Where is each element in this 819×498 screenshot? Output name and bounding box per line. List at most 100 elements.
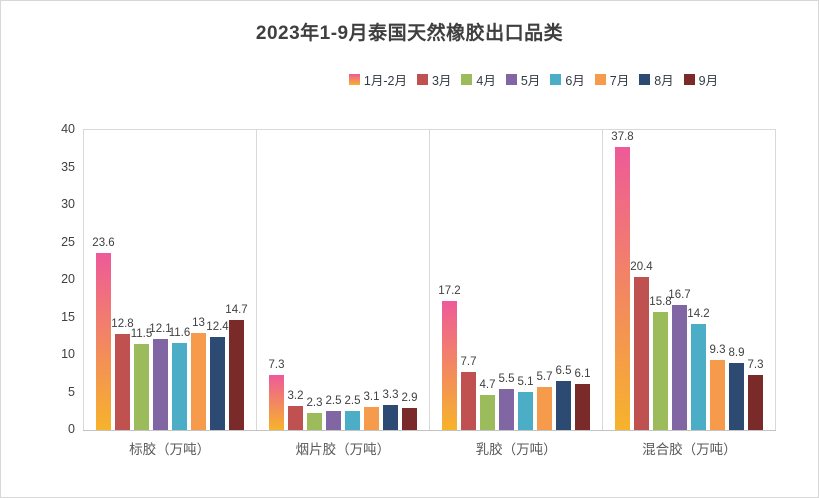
value-label: 23.6 — [92, 237, 115, 250]
value-label: 13 — [192, 316, 205, 329]
value-label: 11.6 — [168, 327, 191, 339]
bar-slot: 12.1 — [149, 130, 172, 430]
value-label: 2.3 — [306, 396, 323, 409]
bar-slot: 37.8 — [611, 130, 634, 430]
bar-slot: 13 — [191, 130, 206, 430]
y-axis-tick-label: 20 — [61, 272, 75, 286]
bar — [442, 301, 457, 430]
value-label: 16.7 — [668, 288, 691, 301]
bar — [691, 323, 706, 430]
legend-item: 3月 — [416, 70, 452, 89]
bar — [383, 405, 398, 430]
legend-swatch-icon — [461, 74, 473, 85]
value-label: 5.5 — [498, 372, 515, 385]
value-label: 4.7 — [479, 378, 496, 391]
bar-slot: 23.6 — [92, 130, 115, 430]
bar-slot: 6.1 — [574, 130, 591, 430]
bar-slot: 16.7 — [668, 130, 691, 430]
value-label: 2.9 — [401, 392, 418, 405]
bar-slot: 8.9 — [728, 130, 745, 430]
bar — [307, 412, 322, 430]
bar — [575, 384, 590, 430]
category-panel: 17.2 7.7 4.7 5.5 5.1 5.7 6.5 6.1 — [429, 130, 602, 430]
value-label: 15.8 — [649, 295, 672, 308]
legend-label: 6月 — [565, 74, 585, 88]
category-panel: 37.8 20.4 15.8 16.7 14.2 9.3 8.9 7.3 — [602, 130, 776, 430]
bar-slot: 2.3 — [306, 130, 323, 430]
bar-slot: 5.7 — [536, 130, 553, 430]
bar — [210, 337, 225, 430]
y-axis-tick-label: 15 — [61, 309, 75, 324]
bar — [653, 311, 668, 430]
bar — [364, 406, 379, 430]
value-label: 11.5 — [130, 327, 153, 340]
legend-item: 8月 — [639, 70, 674, 89]
value-label: 17.2 — [438, 285, 461, 297]
bar — [288, 406, 303, 430]
value-label: 5.1 — [517, 375, 534, 388]
value-label: 12.8 — [111, 318, 134, 330]
bar — [710, 360, 725, 430]
y-axis-tick-label: 0 — [68, 422, 75, 436]
bar-slot: 15.8 — [649, 130, 672, 430]
bar-slot: 5.5 — [498, 130, 515, 430]
legend-item: 1月-2月 — [348, 70, 407, 89]
bar-slot: 14.7 — [225, 130, 248, 430]
bar-slot: 9.3 — [710, 130, 726, 430]
y-axis-tick-label: 10 — [61, 347, 75, 361]
bar — [269, 375, 284, 430]
value-label: 2.5 — [325, 395, 342, 408]
value-label: 14.7 — [225, 303, 248, 316]
bar — [229, 319, 244, 430]
legend-swatch-icon — [416, 74, 428, 85]
legend-label: 8月 — [654, 74, 674, 88]
y-axis: 0 5 10 15 20 25 30 35 40 — [1, 122, 75, 436]
bar — [461, 372, 476, 430]
bar-slot: 3.1 — [363, 130, 380, 430]
category-label: 乳胶（万吨） — [475, 442, 557, 457]
value-label: 6.1 — [574, 368, 591, 381]
legend-label: 4月 — [476, 74, 496, 88]
bar — [191, 332, 206, 430]
legend-item: 5月 — [505, 70, 541, 89]
bar — [556, 381, 571, 430]
bar — [326, 411, 341, 430]
legend-label: 9月 — [698, 74, 719, 88]
value-label: 8.9 — [728, 347, 745, 360]
bar-slot: 11.6 — [169, 130, 190, 430]
bar-slot: 5.1 — [517, 130, 534, 430]
bar — [634, 277, 649, 430]
chart-title: 2023年1-9月泰国天然橡胶出口品类 — [255, 23, 564, 44]
value-label: 3.1 — [363, 390, 380, 403]
value-label: 7.3 — [268, 359, 285, 372]
category-label: 烟片胶（万吨） — [295, 442, 391, 457]
bar-slot: 11.5 — [131, 130, 152, 430]
legend-item: 9月 — [683, 70, 719, 89]
bar — [729, 363, 744, 430]
bar — [748, 375, 763, 430]
bar-slot: 12.4 — [206, 130, 229, 430]
value-label: 2.5 — [344, 395, 361, 408]
value-label: 12.1 — [149, 323, 172, 336]
bar — [345, 411, 360, 430]
bar — [402, 408, 417, 430]
value-label: 6.5 — [555, 365, 572, 378]
legend-item: 4月 — [461, 70, 496, 89]
legend-swatch-icon — [348, 74, 360, 85]
bar-slot: 2.9 — [401, 130, 418, 430]
bar — [615, 146, 630, 430]
legend-swatch-icon — [594, 74, 606, 85]
value-label: 5.7 — [536, 371, 553, 384]
legend-label: 3月 — [431, 74, 452, 88]
value-label: 7.7 — [460, 356, 477, 369]
legend-label: 7月 — [609, 74, 630, 88]
legend-item: 7月 — [594, 70, 630, 89]
legend: 1月-2月 3月 4月 5月 6月 7月 8月 9月 — [125, 70, 818, 89]
legend-swatch-icon — [505, 74, 517, 85]
category-panel: 7.3 3.2 2.3 2.5 2.5 3.1 3.3 2.9 — [256, 130, 429, 430]
bar-slot: 4.7 — [479, 130, 496, 430]
bar — [518, 391, 533, 430]
legend-label: 5月 — [520, 74, 541, 88]
bar — [96, 253, 111, 430]
